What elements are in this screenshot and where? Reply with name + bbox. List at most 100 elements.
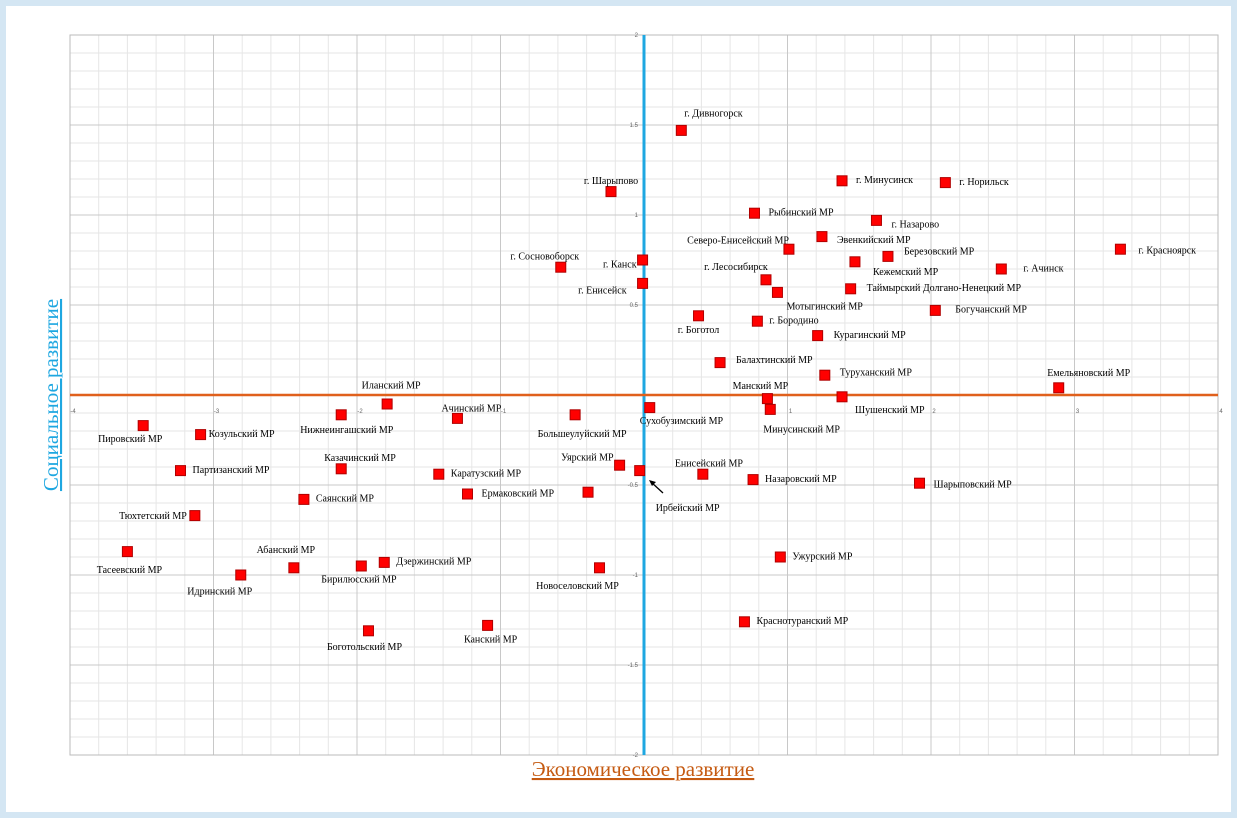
point-label: Козульский МР (209, 429, 275, 440)
point-label: г. Минусинск (856, 175, 913, 186)
point-label: Каратузский МР (451, 468, 522, 479)
point (451, 412, 463, 424)
point (614, 459, 626, 471)
point (644, 402, 656, 414)
point (378, 556, 390, 568)
point (816, 231, 828, 243)
point-label: г. Шарыпово (584, 176, 638, 187)
point (355, 560, 367, 572)
point (738, 616, 750, 628)
point-label: Манский МР (733, 381, 789, 392)
point-label: Канский МР (464, 635, 518, 646)
point (849, 256, 861, 268)
point-label: Пировский МР (98, 434, 163, 445)
point (362, 625, 374, 637)
point-label: Шарыповский МР (934, 479, 1013, 490)
point (812, 330, 824, 342)
point (335, 409, 347, 421)
point-label: Боготольский МР (327, 642, 403, 653)
point-label: Идринский МР (187, 586, 252, 597)
x-tick-label: -1 (501, 409, 507, 415)
point-label: Большеулуйский МР (538, 429, 627, 440)
point (845, 283, 857, 295)
point-label: Эвенкийский МР (837, 235, 911, 246)
point-label: Шушенский МР (855, 405, 925, 416)
x-tick-label: -3 (214, 409, 220, 415)
point (819, 369, 831, 381)
point-label: Тасеевский МР (97, 565, 163, 576)
point (605, 186, 617, 198)
point (939, 177, 951, 189)
point-label: Минусинский МР (763, 425, 840, 436)
point-label: Богучанский МР (955, 305, 1027, 316)
point-label: Дзержинский МР (396, 557, 471, 568)
y-tick-label: -1.5 (628, 663, 639, 669)
point (235, 569, 247, 581)
point-label: г. Ачинск (1023, 263, 1063, 274)
point (1114, 243, 1126, 255)
point (634, 465, 646, 477)
point-label: г. Боготол (678, 325, 720, 336)
point (195, 429, 207, 441)
arrow-head (649, 480, 656, 486)
y-axis-label: Социальное развитие (39, 299, 63, 491)
point (121, 546, 133, 558)
point (760, 274, 772, 286)
point-label: Тюхтетский МР (119, 511, 187, 522)
y-tick-label: -2 (633, 753, 639, 759)
point-label: г. Назарово (891, 220, 939, 231)
point (697, 468, 709, 480)
point-label: г. Енисейск (578, 286, 627, 297)
point-label: Рыбинский МР (768, 207, 833, 218)
point (995, 263, 1007, 275)
point (836, 391, 848, 403)
point-label: Новоселовский МР (536, 581, 619, 592)
point-label: Таймырский Долгано-Ненецкий МР (867, 283, 1022, 294)
point-label: г. Бородино (769, 315, 818, 326)
point (637, 254, 649, 266)
x-axis-label: Экономическое развитие (532, 757, 755, 781)
point (569, 409, 581, 421)
x-tick-label: -4 (70, 409, 76, 415)
y-tick-label: 0.5 (630, 303, 639, 309)
point-label: Енисейский МР (675, 458, 744, 469)
point (594, 562, 606, 574)
point-label: Ачинский МР (441, 404, 501, 415)
point-label: Березовский МР (904, 247, 975, 258)
x-tick-label: 2 (932, 409, 936, 415)
point-label: Ермаковский МР (481, 488, 554, 499)
point-label: Балахтинский МР (736, 355, 813, 366)
x-tick-label: 3 (1076, 409, 1080, 415)
point-label: Емельяновский МР (1047, 368, 1130, 379)
point-label: Северо-Енисейский МР (687, 235, 789, 246)
point (298, 493, 310, 505)
y-tick-label: 1.5 (630, 123, 639, 129)
point (637, 277, 649, 289)
point-label: Иланский МР (362, 380, 421, 391)
marks: г. Дивногорск г. Шарыпово г. Минусинск г. Н… (97, 109, 1196, 653)
y-tick-label: 2 (635, 33, 639, 39)
point (761, 393, 773, 405)
point (714, 357, 726, 369)
point-label: Казачинский МР (324, 453, 396, 464)
point-label: Мотыгинский МР (786, 302, 863, 313)
point-label: Сухобузимский МР (640, 416, 724, 427)
point-label: Уярский МР (561, 452, 614, 463)
point (137, 420, 149, 432)
point (870, 214, 882, 226)
point (693, 310, 705, 322)
point-label: г. Сосновоборск (510, 251, 579, 262)
y-tick-label: 1 (635, 213, 639, 219)
point (381, 398, 393, 410)
point-label: Партизанский МР (192, 465, 269, 476)
point-label: г. Дивногорск (684, 109, 743, 120)
point-label: г. Канск (603, 259, 637, 270)
y-tick-label: -1 (633, 573, 639, 579)
point-label: Абанский МР (257, 545, 316, 556)
x-tick-label: -2 (357, 409, 363, 415)
point (582, 486, 594, 498)
point (751, 315, 763, 327)
point (914, 477, 926, 489)
point (783, 243, 795, 255)
